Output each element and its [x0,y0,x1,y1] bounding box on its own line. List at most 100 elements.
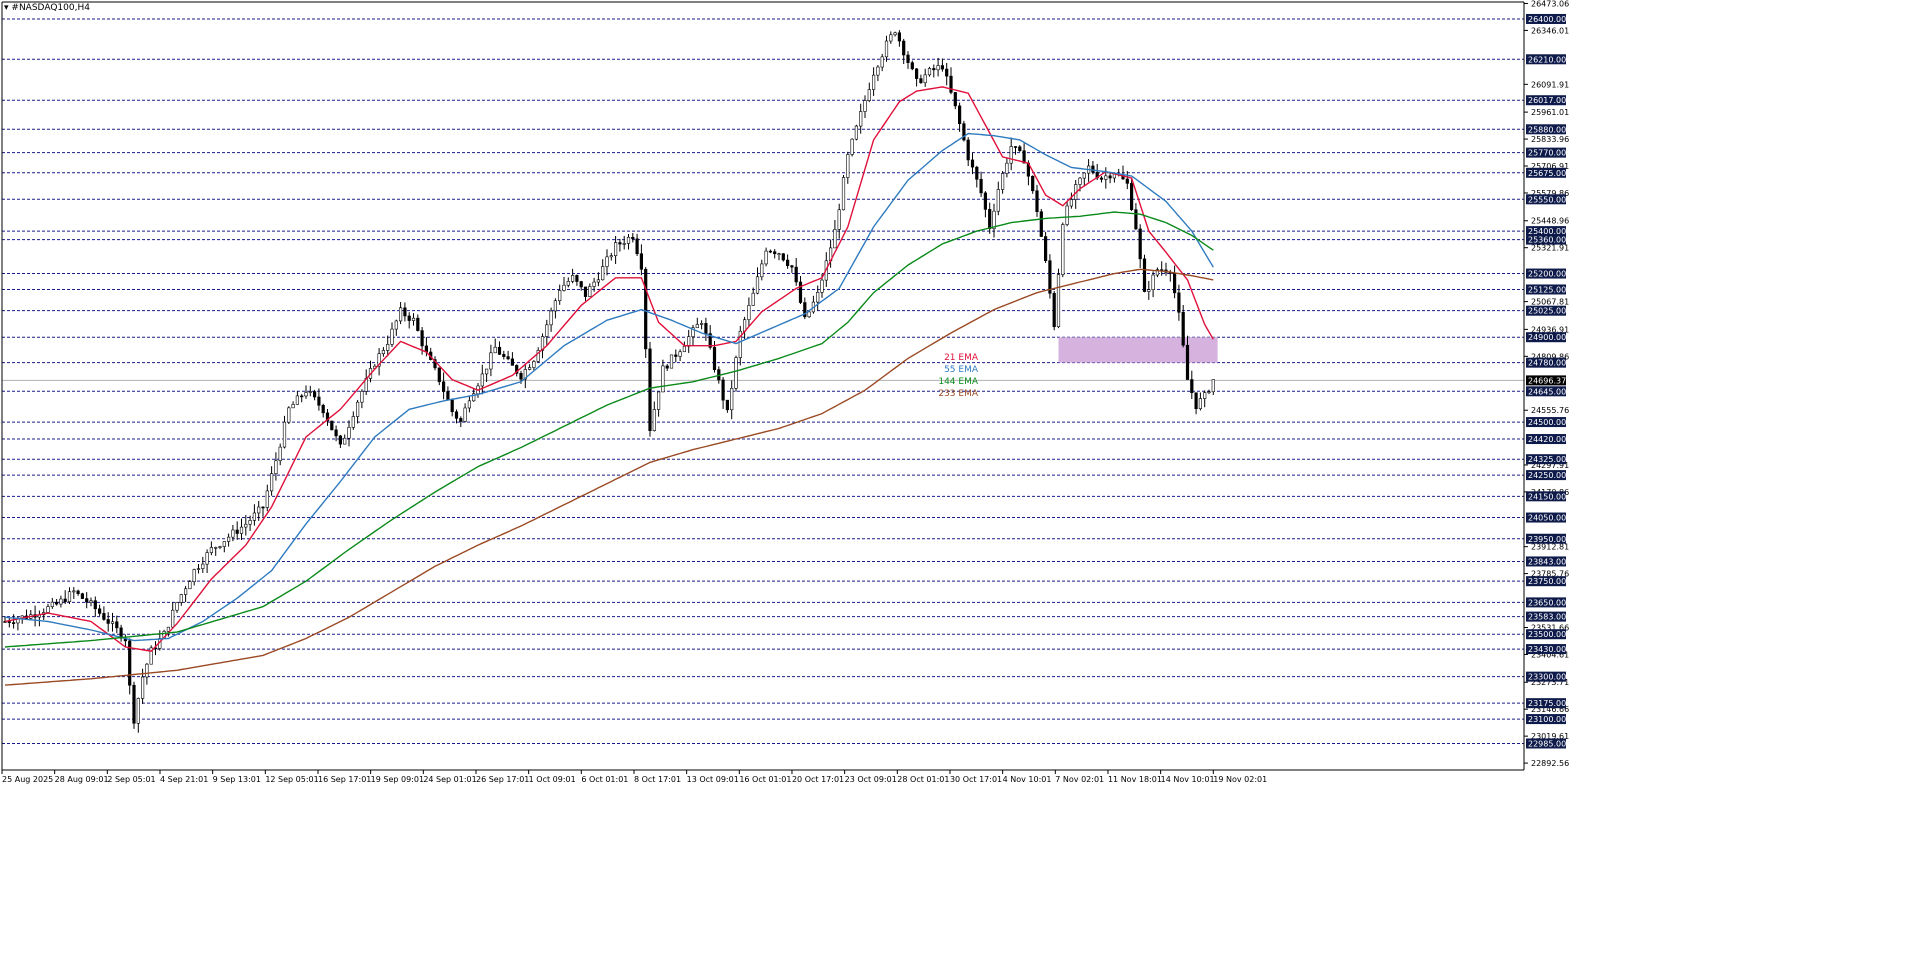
y-tick-label: 25706.91 [1531,162,1569,171]
candle-body [179,594,183,603]
candle-body [781,253,785,261]
candle-body [721,379,725,401]
candle-body [196,568,201,570]
candle-body [816,292,820,303]
candle-body [910,62,914,70]
candle-body [209,547,214,553]
candle-body [231,529,235,538]
candle-body [80,593,84,599]
candle-body [54,601,59,605]
candle-body [880,56,884,68]
candle-body [936,65,940,71]
level-label-box [1526,357,1566,368]
candle-body [863,100,867,112]
candle-body [1082,172,1086,179]
candle-body [1052,293,1056,328]
level-label-box [1526,611,1566,622]
level-label-box [1526,417,1566,428]
candle-body [1065,205,1069,225]
candle-body [1130,183,1134,210]
menu-triangle-icon[interactable]: ▾ [4,3,9,13]
candle-body [188,581,192,590]
level-label: 24645.00 [1528,387,1566,396]
level-label-box [1526,470,1566,481]
candle-body [897,32,901,42]
candle-body [566,281,570,286]
level-label-box [1526,305,1566,316]
y-tick-label: 26091.91 [1531,80,1569,89]
candle-body [837,209,841,230]
candle-body [893,32,897,36]
candle-body [966,139,970,161]
level-label-box [1526,644,1566,655]
candle-body [489,352,493,370]
candle-body [923,74,927,84]
candle-body [536,350,540,362]
candle-body [1134,209,1138,230]
candle-body [98,608,102,614]
x-tick-label: 16 Sep 17:01 [318,775,371,784]
candle-body [669,354,674,369]
candle-body [1155,269,1159,276]
candle-body [588,286,592,297]
level-label-box [1526,284,1566,295]
candle-body [523,369,527,380]
y-tick-label: 23273.71 [1531,678,1569,687]
candle-body [1147,289,1151,292]
candle-body [1104,175,1108,180]
candle-body [988,209,992,229]
candle-body [867,89,871,101]
y-tick-label: 24936.91 [1531,325,1569,334]
y-tick-label: 25321.91 [1531,244,1569,253]
candle-body [678,351,682,357]
candle-body [970,159,975,168]
candle-body [355,401,360,417]
level-label-box [1526,167,1566,178]
candle-body [558,290,562,302]
level-label-box [1526,576,1566,587]
candle-body [682,346,686,353]
candle-body [437,367,441,383]
candle-body [446,391,450,401]
candle-body [618,242,622,245]
candle-body [949,75,953,93]
candle-body [497,346,502,355]
candle-body [661,365,665,393]
candle-body [957,105,962,124]
x-tick-label: 28 Oct 01:01 [897,775,949,784]
y-tick-label: 23404.61 [1531,650,1569,659]
candle-body [502,354,506,357]
candle-body [605,256,609,267]
x-tick-label: 16 Oct 01:01 [739,775,791,784]
legend-item: 233 EMA [938,389,978,399]
ema55-line [4,132,1214,642]
candles-layer [3,30,1215,733]
candle-body [347,427,351,439]
candle-body [979,178,983,194]
candle-body [596,279,600,283]
candle-body [545,324,549,337]
candle-body [687,336,691,347]
current-price-label: 24696.37 [1528,376,1566,385]
candle-body [992,210,996,229]
candle-body [317,396,321,406]
candle-body [136,698,140,724]
candle-body [282,421,287,448]
candle-body [841,177,846,211]
ema233-line [4,268,1214,686]
level-label: 22985.00 [1528,739,1566,748]
candle-body [755,276,760,294]
candle-body [312,391,317,398]
candle-body [76,590,80,594]
y-tick-label: 25579.86 [1531,189,1569,198]
candle-body [601,266,605,281]
grid-layer [2,18,1524,744]
level-label: 25675.00 [1528,169,1566,178]
candle-body [1211,379,1215,393]
candle-body [902,40,906,56]
level-label-box [1526,714,1566,725]
candle-body [274,460,278,474]
candle-body [115,621,119,629]
candle-body [510,358,515,366]
level-label-box [1526,95,1566,106]
